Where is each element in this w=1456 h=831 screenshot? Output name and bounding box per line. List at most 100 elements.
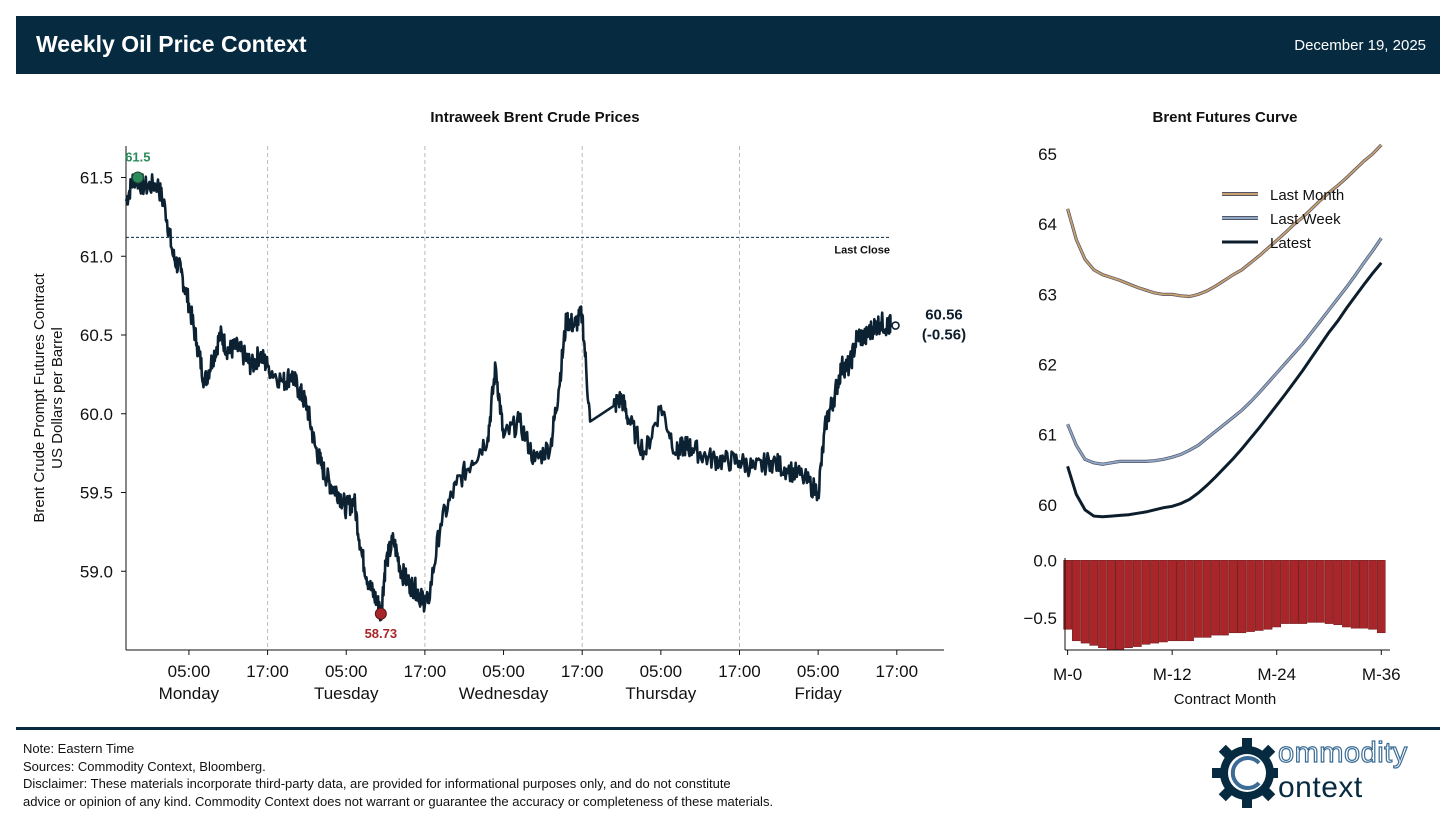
footer-notes: Note: Eastern Time Sources: Commodity Co… [23, 740, 923, 810]
legend-label: Last Month [1270, 187, 1344, 204]
x-tick-time-label: 05:00 [640, 662, 683, 681]
curve-change-bar [1350, 560, 1360, 629]
curve-change-bar [1237, 560, 1247, 634]
x-tick-day-label: Tuesday [314, 684, 379, 703]
report-title: Weekly Oil Price Context [36, 31, 307, 57]
y-tick-label: 61.0 [80, 247, 113, 266]
curve-change-bar [1281, 560, 1290, 624]
x-tick-time-label: 05:00 [482, 662, 525, 681]
footer-sources: Sources: Commodity Context, Bloomberg. [23, 758, 266, 774]
curve-change-bar [1263, 560, 1273, 630]
curve-change-bar [1289, 560, 1299, 624]
intraweek-chart-title: Intraweek Brent Crude Prices [430, 109, 639, 126]
curve-change-bar [1228, 560, 1238, 634]
x-tick-time-label: 17:00 [404, 662, 447, 681]
curve-change-bar [1167, 560, 1177, 642]
curve-y-tick-label: 65 [1038, 145, 1057, 164]
curve-change-bar [1176, 560, 1186, 642]
low-marker [374, 607, 387, 620]
footer-note: Note: Eastern Time [23, 741, 135, 756]
x-tick-time-label: 05:00 [325, 662, 368, 681]
y-tick-label: 60.0 [80, 405, 113, 424]
x-tick-day-label: Monday [159, 684, 220, 703]
curve-change-bar [1098, 560, 1107, 648]
commodity-context-logo: ommodity ontext [1212, 735, 1432, 810]
curve-change-bar [1272, 560, 1282, 628]
curve-change-bar [1150, 560, 1160, 644]
curve-change-bar [1376, 560, 1386, 634]
gear-logo-icon [1212, 738, 1282, 808]
bar-y-tick-label: 0.0 [1033, 551, 1057, 570]
contract-month-axis-label: Contract Month [1174, 691, 1277, 708]
curve-change-bar [1298, 560, 1308, 624]
y-axis-label-line1: Brent Crude Prompt Futures Contract [31, 273, 48, 523]
logo-word-context: ontext [1278, 771, 1363, 804]
high-marker [131, 171, 144, 184]
curve-change-bar [1333, 560, 1343, 625]
x-tick-day-label: Thursday [625, 684, 696, 703]
legend-label: Latest [1270, 235, 1312, 252]
report-date: December 19, 2025 [1294, 37, 1426, 54]
curve-change-bar [1185, 560, 1194, 642]
last-change-label: (-0.56) [922, 327, 966, 344]
bar-x-tick-label: M-0 [1053, 665, 1082, 684]
curve-change-bar [1133, 560, 1142, 647]
footer-disclaimer-2: advice or opinion of any kind. Commodity… [23, 793, 774, 809]
curve-change-bar [1159, 560, 1168, 643]
header-bar: Weekly Oil Price Context December 19, 20… [16, 16, 1440, 74]
low-label: 58.73 [365, 626, 398, 641]
curve-change-bar [1211, 560, 1221, 636]
curve-change-bar [1072, 560, 1081, 642]
curve-y-tick-label: 62 [1038, 356, 1057, 375]
bar-x-tick-label: M-24 [1257, 665, 1296, 684]
curve-change-bar [1089, 560, 1099, 646]
curve-change-bar [1106, 560, 1116, 651]
y-tick-label: 59.0 [80, 562, 113, 581]
x-tick-time-label: 17:00 [876, 662, 919, 681]
curve-change-bar [1254, 560, 1264, 631]
brent-price-line [124, 173, 892, 622]
curve-change-bar [1359, 560, 1369, 629]
x-tick-day-label: Friday [795, 684, 843, 703]
bar-y-tick-label: −0.5 [1023, 609, 1057, 628]
curve-outline-last-week [1066, 237, 1383, 466]
high-label: 61.5 [125, 150, 150, 165]
curve-change-bar [1141, 560, 1151, 645]
x-tick-time-label: 17:00 [246, 662, 289, 681]
curve-change-bar [1080, 560, 1090, 644]
futures-curve-title: Brent Futures Curve [1152, 109, 1297, 126]
curve-y-tick-label: 64 [1038, 215, 1057, 234]
logo-word-commodity: ommodity [1277, 736, 1408, 769]
curve-change-bar [1324, 560, 1334, 624]
curve-change-bar [1246, 560, 1255, 632]
y-tick-label: 61.5 [80, 169, 113, 188]
y-axis-label-line2: US Dollars per Barrel [49, 327, 66, 469]
y-tick-label: 59.5 [80, 484, 113, 503]
curve-change-bar [1202, 560, 1212, 638]
curve-change-bar [1368, 560, 1377, 630]
footer-divider [16, 727, 1440, 730]
x-tick-time-label: 17:00 [718, 662, 761, 681]
curve-change-bar [1307, 560, 1316, 623]
curve-y-tick-label: 60 [1038, 496, 1057, 515]
curve-change-bar [1220, 560, 1229, 636]
legend-label: Last Week [1270, 211, 1341, 228]
curve-change-bar [1063, 560, 1072, 630]
curve-line-last-week [1066, 237, 1383, 466]
curve-y-tick-label: 63 [1038, 285, 1057, 304]
last-marker [891, 321, 900, 330]
x-tick-day-label: Wednesday [459, 684, 549, 703]
curve-change-bar [1194, 560, 1203, 638]
footer-disclaimer-1: Disclaimer: These materials incorporate … [23, 776, 731, 791]
curve-change-bar [1115, 560, 1125, 651]
x-tick-time-label: 17:00 [561, 662, 604, 681]
last-price-label: 60.56 [925, 307, 963, 324]
bar-x-tick-label: M-36 [1362, 665, 1401, 684]
bar-x-tick-label: M-12 [1153, 665, 1192, 684]
curve-line-last-month [1066, 144, 1382, 298]
x-tick-time-label: 05:00 [168, 662, 211, 681]
curve-y-tick-label: 61 [1038, 426, 1057, 445]
last-close-label: Last Close [834, 244, 890, 256]
curve-change-bar [1342, 560, 1351, 628]
